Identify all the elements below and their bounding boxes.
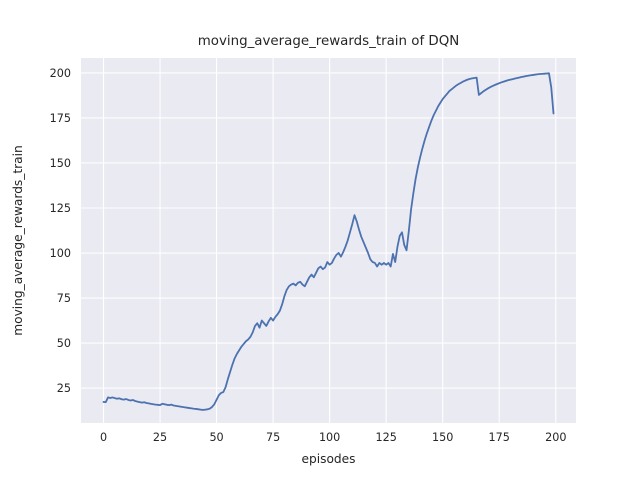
x-axis-label: episodes [301,452,355,466]
y-tick-label: 150 [50,157,71,170]
y-tick-label: 175 [50,112,71,125]
x-tick-label: 50 [209,431,223,444]
x-tick-label: 175 [489,431,510,444]
x-tick-labels: 0 25 50 75 100 125 150 175 200 [100,431,567,444]
x-tick-label: 0 [100,431,107,444]
x-tick-label: 25 [153,431,167,444]
y-axis-label: moving_average_rewards_train [11,145,25,336]
dqn-series-line [102,72,555,411]
x-tick-label: 75 [266,431,280,444]
x-tick-label: 125 [375,431,396,444]
y-tick-label: 75 [57,292,71,305]
gridlines [81,58,576,423]
y-tick-labels: 25 50 75 100 125 150 175 200 [50,67,71,395]
x-tick-label: 100 [319,431,340,444]
y-tick-label: 125 [50,202,71,215]
y-tick-label: 25 [57,382,71,395]
y-tick-label: 200 [50,67,71,80]
plot-area [81,58,576,423]
y-tick-label: 50 [57,337,71,350]
chart-title: moving_average_rewards_train of DQN [198,34,460,49]
x-tick-label: 150 [432,431,453,444]
x-tick-label: 200 [545,431,566,444]
y-tick-label: 100 [50,247,71,260]
